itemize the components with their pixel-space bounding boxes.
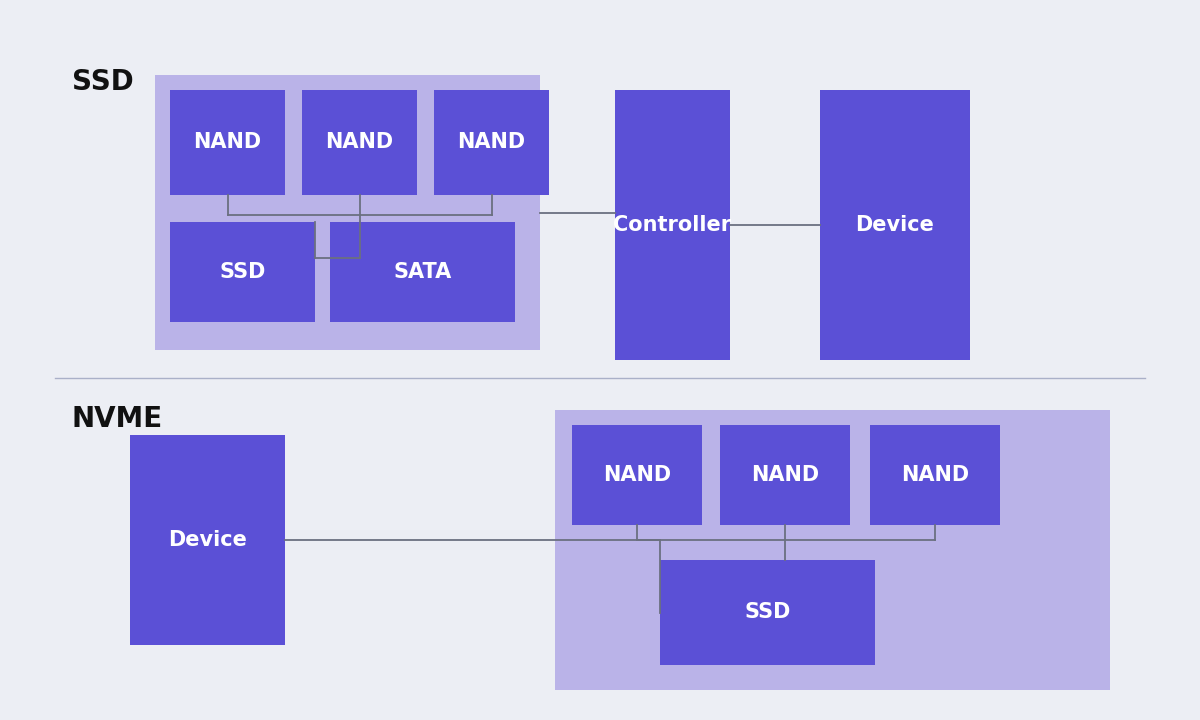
Text: SSD: SSD <box>744 603 791 623</box>
FancyBboxPatch shape <box>302 90 418 195</box>
FancyBboxPatch shape <box>572 425 702 525</box>
Text: SSD: SSD <box>220 262 265 282</box>
FancyBboxPatch shape <box>155 75 540 350</box>
Text: NAND: NAND <box>325 132 394 153</box>
Text: Device: Device <box>168 530 247 550</box>
FancyBboxPatch shape <box>554 410 1110 690</box>
FancyBboxPatch shape <box>330 222 515 322</box>
Text: NAND: NAND <box>602 465 671 485</box>
FancyBboxPatch shape <box>660 560 875 665</box>
FancyBboxPatch shape <box>870 425 1000 525</box>
FancyBboxPatch shape <box>616 90 730 360</box>
Text: SATA: SATA <box>394 262 451 282</box>
FancyBboxPatch shape <box>720 425 850 525</box>
Text: Controller: Controller <box>613 215 732 235</box>
Text: NAND: NAND <box>751 465 820 485</box>
FancyBboxPatch shape <box>434 90 550 195</box>
FancyBboxPatch shape <box>820 90 970 360</box>
Text: NAND: NAND <box>457 132 526 153</box>
Text: SSD: SSD <box>72 68 133 96</box>
Text: NAND: NAND <box>193 132 262 153</box>
FancyBboxPatch shape <box>170 222 314 322</box>
Text: NVME: NVME <box>72 405 163 433</box>
Text: Device: Device <box>856 215 935 235</box>
FancyBboxPatch shape <box>130 435 286 645</box>
Text: NAND: NAND <box>901 465 970 485</box>
FancyBboxPatch shape <box>170 90 286 195</box>
